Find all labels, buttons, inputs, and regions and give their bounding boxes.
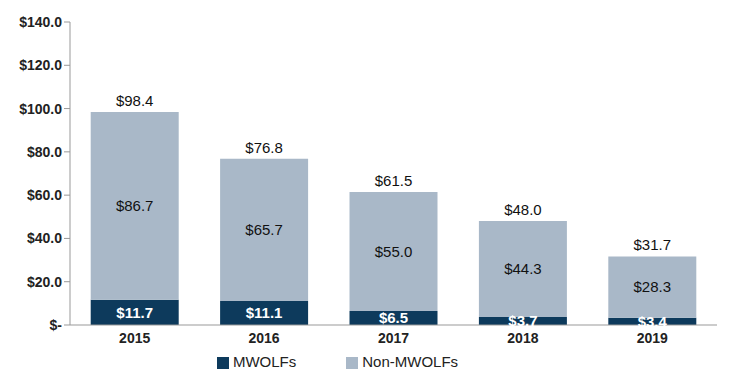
svg-text:$100.0: $100.0 — [19, 101, 62, 117]
svg-text:$55.0: $55.0 — [375, 243, 413, 260]
html-text:Non-MWOLFs: Non-MWOLFs — [362, 353, 459, 370]
svg-text:$28.3: $28.3 — [634, 278, 672, 295]
svg-text:$48.0: $48.0 — [504, 201, 542, 218]
svg-text:$65.7: $65.7 — [245, 221, 283, 238]
svg-text:$3.7: $3.7 — [508, 312, 537, 329]
svg-text:$11.7: $11.7 — [116, 304, 153, 321]
svg-text:2018: 2018 — [507, 330, 538, 346]
svg-text:$6.5: $6.5 — [379, 309, 408, 326]
svg-text:$76.8: $76.8 — [245, 139, 283, 156]
svg-text:$80.0: $80.0 — [27, 144, 62, 160]
svg-text:$44.3: $44.3 — [504, 260, 542, 277]
svg-text:2017: 2017 — [378, 330, 409, 346]
svg-text:$60.0: $60.0 — [27, 187, 62, 203]
svg-text:2019: 2019 — [637, 330, 668, 346]
svg-text:$-: $- — [50, 317, 63, 333]
svg-text:2016: 2016 — [249, 330, 280, 346]
svg-text:$98.4: $98.4 — [116, 92, 154, 109]
html-text:MWOLFs: MWOLFs — [232, 353, 297, 370]
svg-text:$120.0: $120.0 — [19, 57, 62, 73]
svg-text:$140.0: $140.0 — [19, 14, 62, 30]
svg-text:2015: 2015 — [119, 330, 150, 346]
svg-text:$31.7: $31.7 — [634, 236, 672, 253]
svg-text:$11.1: $11.1 — [246, 304, 283, 321]
svg-text:$61.5: $61.5 — [375, 172, 413, 189]
svg-text:$86.7: $86.7 — [116, 197, 154, 214]
svg-text:$40.0: $40.0 — [27, 230, 62, 246]
svg-text:$3.4: $3.4 — [638, 313, 668, 330]
svg-text:$20.0: $20.0 — [27, 274, 62, 290]
